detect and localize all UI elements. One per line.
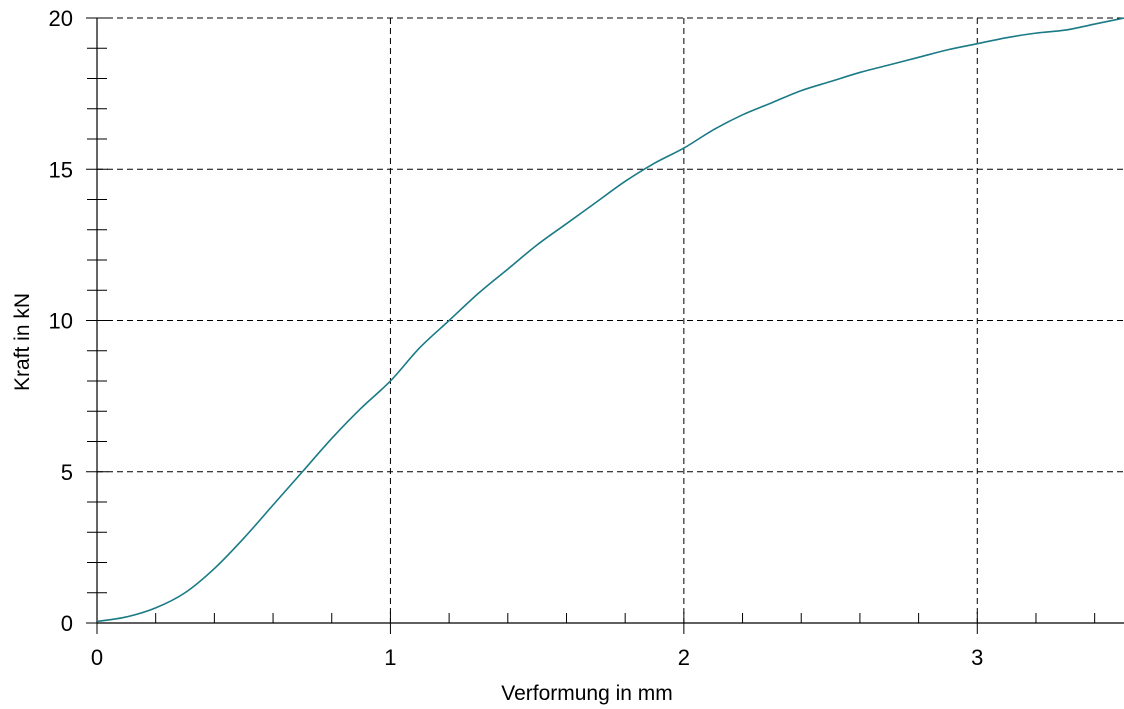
x-axis-title: Verformung in mm xyxy=(501,682,673,705)
series-layer xyxy=(96,17,1124,623)
tick-marks xyxy=(86,17,1096,634)
y-tick-label: 20 xyxy=(49,6,73,31)
tick-labels: 0 5 10 15 20 0 1 2 3 xyxy=(49,6,984,670)
series-line xyxy=(96,17,1124,623)
y-tick-label: 5 xyxy=(61,460,73,485)
y-axis-title: Kraft in kN xyxy=(11,293,34,391)
x-tick-label: 2 xyxy=(678,645,690,670)
x-tick-label: 0 xyxy=(91,645,103,670)
y-tick-label: 15 xyxy=(49,157,73,182)
y-tick-label: 0 xyxy=(61,611,73,636)
x-tick-label: 3 xyxy=(971,645,983,670)
grid xyxy=(97,17,1124,623)
x-tick-label: 1 xyxy=(384,645,396,670)
y-tick-label: 10 xyxy=(49,309,73,334)
